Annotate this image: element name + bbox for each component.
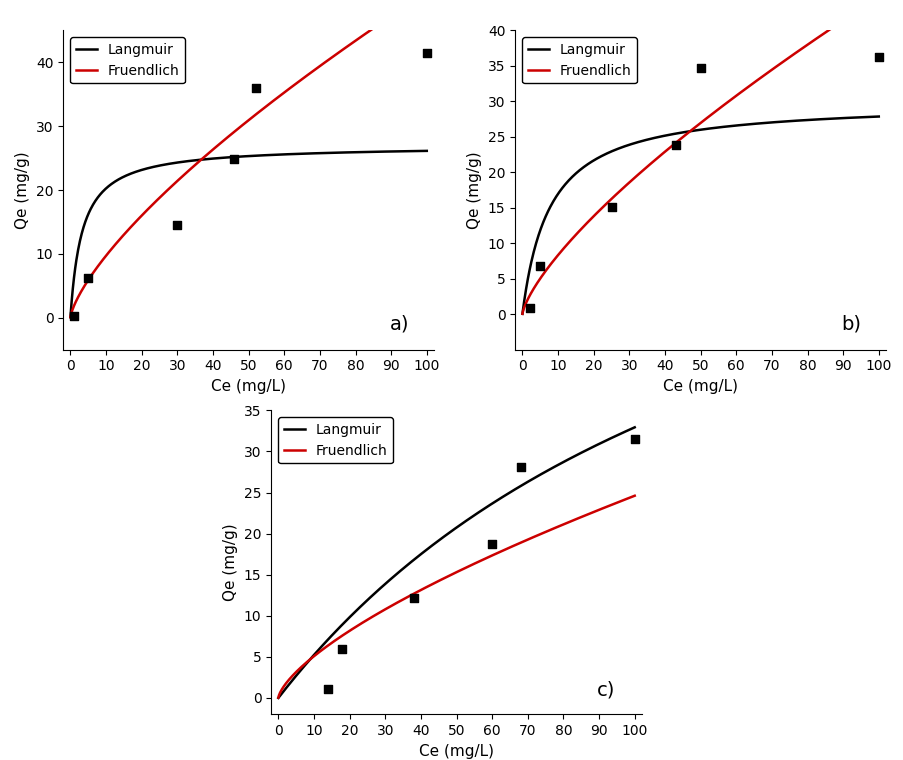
Fruendlich xyxy=(364,613,375,622)
Fruendlich xyxy=(226,129,237,138)
Langmuir xyxy=(517,309,527,318)
Langmuir xyxy=(421,147,432,156)
Point xyxy=(627,433,641,445)
Fruendlich xyxy=(273,693,284,702)
Point xyxy=(513,461,527,473)
Y-axis label: Qe (mg/g): Qe (mg/g) xyxy=(467,151,482,229)
Fruendlich xyxy=(156,191,167,200)
Line: Fruendlich: Fruendlich xyxy=(522,0,878,314)
Line: Fruendlich: Fruendlich xyxy=(278,496,634,698)
Fruendlich xyxy=(303,70,313,79)
Langmuir xyxy=(785,116,796,125)
Fruendlich xyxy=(541,527,552,536)
Langmuir xyxy=(273,693,284,702)
Legend: Langmuir, Fruendlich: Langmuir, Fruendlich xyxy=(70,37,185,84)
Langmuir xyxy=(333,148,344,157)
Fruendlich xyxy=(628,491,639,500)
Fruendlich xyxy=(433,576,444,585)
Fruendlich xyxy=(754,74,765,83)
Text: b): b) xyxy=(841,315,861,334)
Fruendlich xyxy=(517,309,527,318)
Text: a): a) xyxy=(389,315,408,334)
Point xyxy=(603,201,618,213)
Legend: Langmuir, Fruendlich: Langmuir, Fruendlich xyxy=(522,37,637,84)
Langmuir xyxy=(482,502,493,511)
Langmuir xyxy=(156,160,167,169)
Langmuir xyxy=(872,112,883,121)
Point xyxy=(870,51,885,63)
X-axis label: Ce (mg/L): Ce (mg/L) xyxy=(663,379,737,394)
Y-axis label: Qe (mg/g): Qe (mg/g) xyxy=(223,524,238,601)
Point xyxy=(248,82,263,94)
X-axis label: Ce (mg/L): Ce (mg/L) xyxy=(211,379,285,394)
Langmuir xyxy=(128,168,139,177)
Langmuir xyxy=(364,593,375,602)
Line: Fruendlich: Fruendlich xyxy=(70,0,426,317)
Fruendlich xyxy=(65,312,76,321)
Point xyxy=(81,272,96,284)
Fruendlich xyxy=(580,220,591,229)
Point xyxy=(335,644,349,656)
Langmuir xyxy=(510,484,521,493)
Point xyxy=(693,62,707,74)
Langmuir xyxy=(226,153,237,162)
Langmuir xyxy=(677,128,688,137)
Fruendlich xyxy=(336,632,347,641)
Fruendlich xyxy=(510,540,521,549)
X-axis label: Ce (mg/L): Ce (mg/L) xyxy=(419,744,493,758)
Langmuir xyxy=(65,312,76,321)
Fruendlich xyxy=(785,52,796,61)
Legend: Langmuir, Fruendlich: Langmuir, Fruendlich xyxy=(278,417,393,464)
Line: Langmuir: Langmuir xyxy=(522,116,878,314)
Langmuir xyxy=(580,161,591,170)
Point xyxy=(321,682,335,695)
Point xyxy=(406,591,421,603)
Langmuir xyxy=(275,150,285,159)
Langmuir xyxy=(336,621,347,630)
Point xyxy=(533,260,547,272)
Langmuir xyxy=(754,119,765,128)
Fruendlich xyxy=(726,94,737,103)
Point xyxy=(522,302,536,314)
Fruendlich xyxy=(608,192,619,201)
Point xyxy=(667,139,682,151)
Langmuir xyxy=(303,149,313,158)
Langmuir xyxy=(628,423,639,432)
Langmuir xyxy=(608,146,619,155)
Point xyxy=(419,46,433,59)
Point xyxy=(67,309,81,321)
Langmuir xyxy=(726,122,737,131)
Fruendlich xyxy=(275,91,285,100)
Point xyxy=(170,219,184,231)
Langmuir xyxy=(541,467,552,476)
Langmuir xyxy=(433,535,444,544)
Point xyxy=(227,154,241,166)
Y-axis label: Qe (mg/g): Qe (mg/g) xyxy=(15,151,31,229)
Line: Langmuir: Langmuir xyxy=(278,427,634,698)
Fruendlich xyxy=(128,220,139,229)
Text: c): c) xyxy=(597,680,615,699)
Fruendlich xyxy=(677,131,688,141)
Fruendlich xyxy=(333,48,344,57)
Fruendlich xyxy=(482,553,493,562)
Line: Langmuir: Langmuir xyxy=(70,151,426,317)
Fruendlich xyxy=(872,0,883,2)
Point xyxy=(484,538,498,550)
